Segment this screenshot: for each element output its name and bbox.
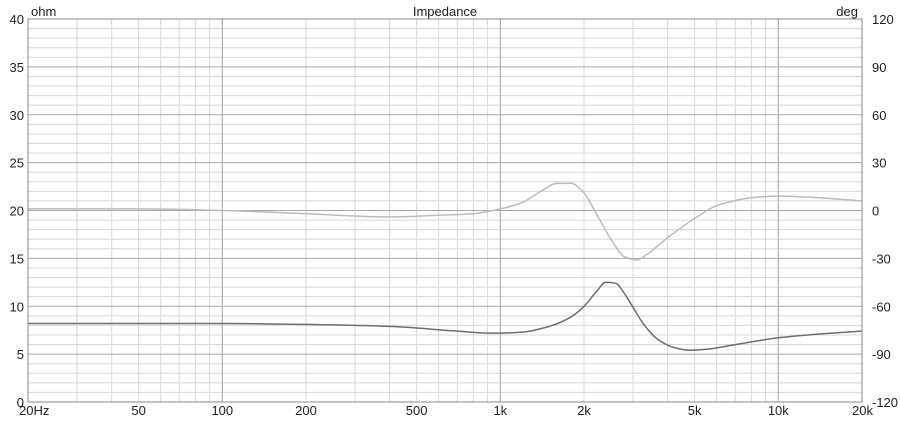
x-tick-label: 20k	[852, 403, 873, 418]
y2-tick-label: 60	[872, 108, 886, 123]
y-tick-label: 30	[10, 108, 24, 123]
chart-title: Impedance	[413, 4, 477, 19]
y2-tick-label: -60	[872, 299, 891, 314]
y-tick-label: 35	[10, 60, 24, 75]
x-tick-label: 5k	[688, 403, 702, 418]
y-axis-label: ohm	[31, 4, 56, 19]
y2-tick-label: 0	[872, 204, 879, 219]
y2-axis-label: deg	[836, 4, 858, 19]
y-tick-label: 25	[10, 156, 24, 171]
x-tick-label: 10k	[768, 403, 789, 418]
tick-labels: 20Hz 50 100 200 500 1k 2k 5k 10k 20k 0 5 10 15 20 25 30 3…	[10, 12, 899, 418]
impedance-series-line	[28, 281, 863, 352]
plot-frame	[27, 18, 863, 403]
y2-tick-label: 90	[872, 60, 886, 75]
x-tick-label: 200	[295, 403, 317, 418]
y-tick-label: 0	[17, 395, 24, 410]
phase-series-line	[28, 182, 863, 261]
x-tick-label: 100	[211, 403, 233, 418]
y2-tick-label: -30	[872, 251, 891, 266]
y-tick-label: 5	[17, 347, 24, 362]
x-tick-label: 50	[131, 403, 145, 418]
x-tick-label: 20Hz	[19, 403, 49, 418]
y2-tick-label: -120	[872, 395, 898, 410]
y2-tick-label: 120	[872, 12, 894, 27]
x-tick-label: 2k	[577, 403, 591, 418]
y-tick-label: 10	[10, 299, 24, 314]
x-tick-label: 1k	[493, 403, 507, 418]
y-tick-label: 20	[10, 204, 24, 219]
y-tick-label: 40	[10, 12, 24, 27]
grid-layer	[28, 19, 862, 402]
x-tick-label: 500	[406, 403, 428, 418]
y-tick-label: 15	[10, 251, 24, 266]
series-layer	[28, 182, 863, 352]
y2-tick-label: -90	[872, 347, 891, 362]
y2-tick-label: 30	[872, 156, 886, 171]
